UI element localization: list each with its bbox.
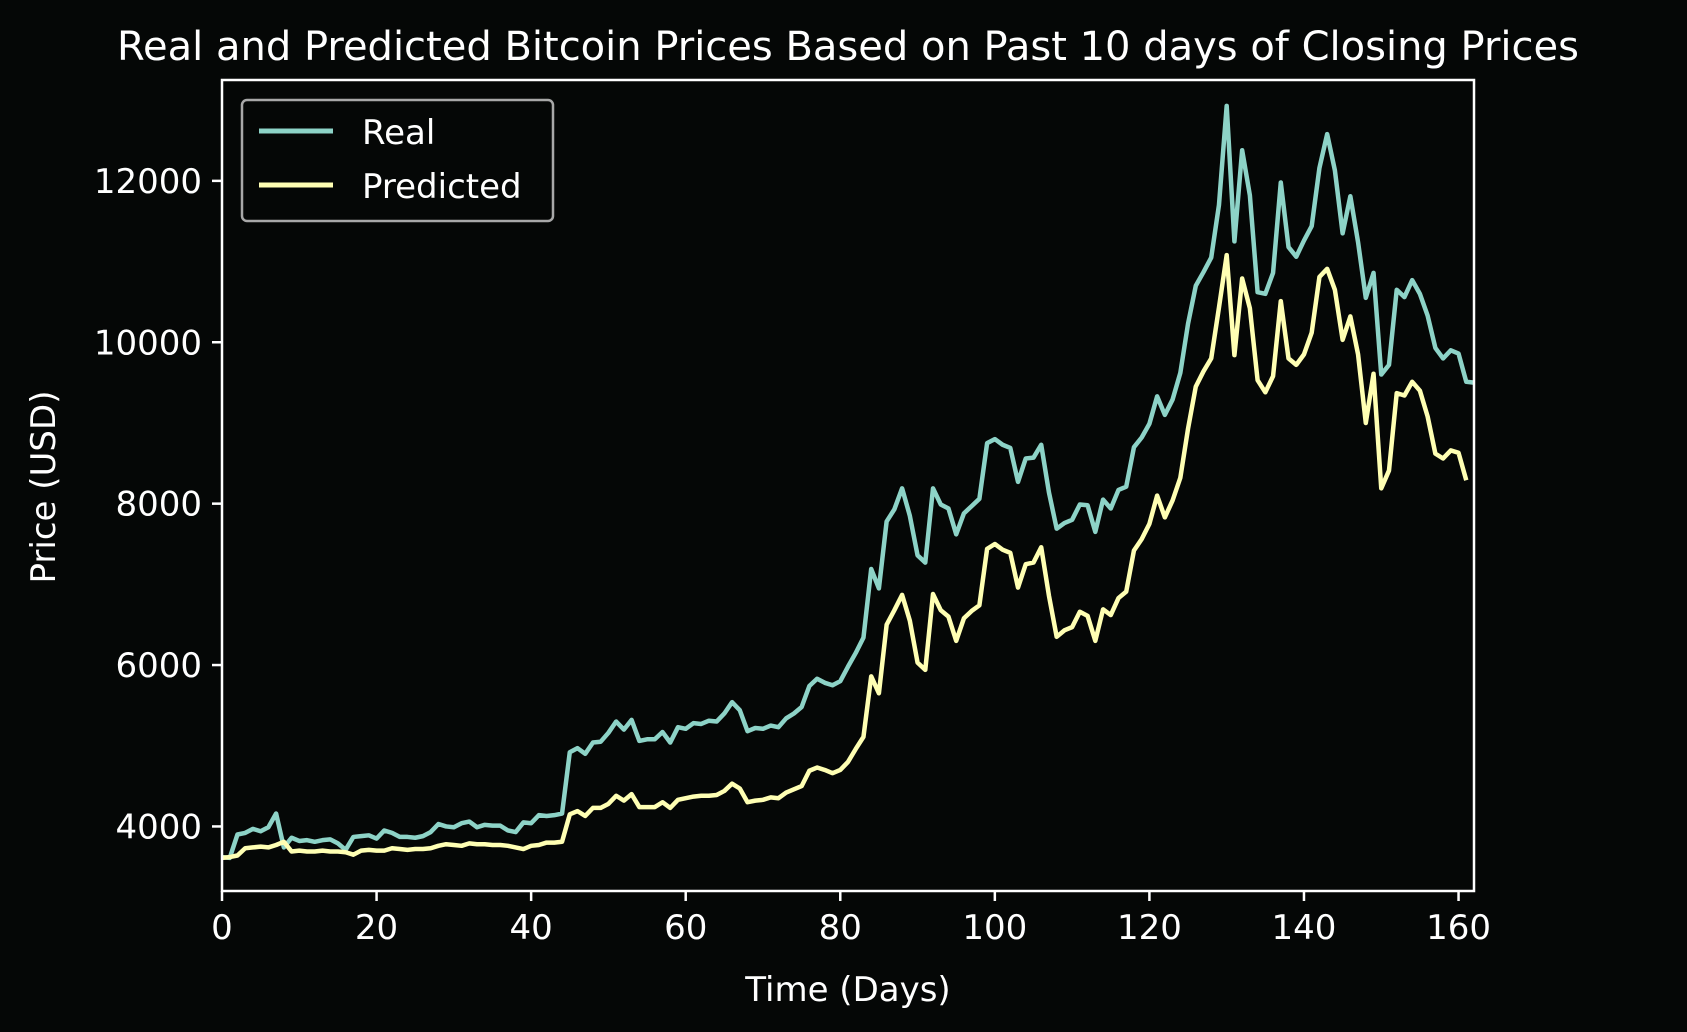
y-axis: 4000 6000 8000 10000 12000 — [94, 162, 222, 847]
series-line-predicted — [221, 252, 1469, 861]
x-tick-label: 120 — [1117, 908, 1182, 948]
legend-label-predicted: Predicted — [362, 167, 522, 207]
y-tick-label: 6000 — [115, 646, 202, 686]
x-tick-label: 60 — [664, 908, 707, 948]
series-layer — [221, 103, 1475, 861]
series-line-real — [221, 103, 1475, 861]
y-tick-label: 8000 — [115, 485, 202, 525]
legend-label-real: Real — [362, 113, 435, 153]
x-tick-label: 160 — [1426, 908, 1491, 948]
x-axis-label: Time (Days) — [744, 970, 950, 1010]
y-tick-label: 4000 — [115, 807, 202, 847]
x-tick-label: 100 — [962, 908, 1027, 948]
y-tick-label: 10000 — [94, 323, 202, 363]
chart-title: Real and Predicted Bitcoin Prices Based … — [117, 24, 1579, 70]
legend: Real Predicted — [240, 98, 555, 223]
x-tick-label: 140 — [1272, 908, 1337, 948]
x-tick-label: 20 — [355, 908, 398, 948]
plot-area-frame — [220, 78, 1476, 893]
x-tick-label: 0 — [211, 908, 233, 948]
y-axis-label: Price (USD) — [24, 391, 64, 584]
y-tick-label: 12000 — [94, 162, 202, 202]
x-tick-label: 80 — [819, 908, 862, 948]
x-tick-label: 40 — [510, 908, 553, 948]
x-axis: 0 20 40 60 80 100 120 140 160 — [211, 891, 1491, 948]
